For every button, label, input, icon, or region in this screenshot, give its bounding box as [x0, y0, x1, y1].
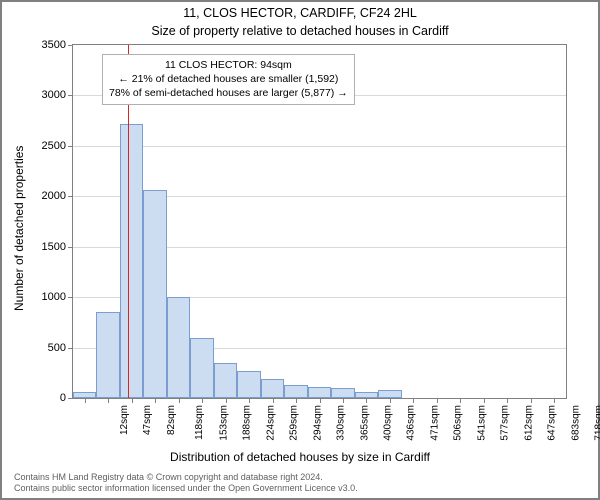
y-tick-mark [68, 45, 72, 46]
histogram-bar [378, 390, 401, 398]
histogram-bar [261, 379, 284, 398]
histogram-bar [190, 338, 213, 399]
y-tick-mark [68, 247, 72, 248]
x-tick-label: 577sqm [500, 405, 511, 441]
histogram-bar [355, 392, 378, 398]
y-tick-mark [68, 146, 72, 147]
histogram-bar [308, 387, 331, 398]
x-tick-mark [507, 399, 508, 403]
footer-attribution: Contains HM Land Registry data © Crown c… [14, 472, 358, 495]
x-tick-label: 224sqm [265, 405, 276, 441]
x-tick-mark [226, 399, 227, 403]
histogram-bar [331, 388, 354, 398]
x-tick-mark [390, 399, 391, 403]
x-tick-mark [413, 399, 414, 403]
x-tick-label: 153sqm [218, 405, 229, 441]
x-tick-mark [320, 399, 321, 403]
histogram-bar [284, 385, 307, 398]
y-axis-label: Number of detached properties [12, 56, 26, 221]
annotation-line2: ← 21% of detached houses are smaller (1,… [109, 72, 348, 86]
x-tick-label: 259sqm [289, 405, 300, 441]
annotation-line3: 78% of semi-detached houses are larger (… [109, 86, 348, 100]
x-tick-label: 12sqm [119, 405, 130, 435]
x-tick-label: 400sqm [383, 405, 394, 441]
x-tick-mark [366, 399, 367, 403]
y-tick-label: 3000 [26, 89, 66, 101]
x-tick-mark [202, 399, 203, 403]
x-tick-label: 612sqm [523, 405, 534, 441]
histogram-bar [214, 363, 237, 398]
x-tick-mark [437, 399, 438, 403]
x-tick-mark [85, 399, 86, 403]
x-tick-label: 188sqm [242, 405, 253, 441]
y-tick-label: 2500 [26, 140, 66, 152]
x-tick-label: 471sqm [430, 405, 441, 441]
x-tick-label: 294sqm [312, 405, 323, 441]
x-tick-label: 506sqm [453, 405, 464, 441]
x-tick-mark [343, 399, 344, 403]
y-tick-label: 1500 [26, 241, 66, 253]
x-tick-mark [179, 399, 180, 403]
y-tick-label: 3500 [26, 39, 66, 51]
x-tick-label: 365sqm [359, 405, 370, 441]
title-sub: Size of property relative to detached ho… [2, 24, 598, 38]
y-tick-label: 500 [26, 342, 66, 354]
histogram-bar [167, 297, 190, 398]
histogram-bar [73, 392, 96, 398]
x-tick-mark [460, 399, 461, 403]
x-tick-label: 541sqm [476, 405, 487, 441]
x-tick-mark [108, 399, 109, 403]
x-tick-label: 436sqm [406, 405, 417, 441]
x-tick-mark [296, 399, 297, 403]
y-tick-mark [68, 348, 72, 349]
x-tick-label: 118sqm [194, 405, 205, 440]
x-tick-mark [155, 399, 156, 403]
y-tick-label: 2000 [26, 190, 66, 202]
histogram-bar [237, 371, 260, 398]
x-tick-mark [554, 399, 555, 403]
x-tick-label: 330sqm [336, 405, 347, 441]
x-tick-mark [484, 399, 485, 403]
x-tick-mark [273, 399, 274, 403]
x-tick-label: 683sqm [570, 405, 581, 441]
x-tick-mark [531, 399, 532, 403]
annotation-box: 11 CLOS HECTOR: 94sqm ← 21% of detached … [102, 54, 355, 105]
histogram-bar [120, 124, 143, 398]
x-tick-mark [132, 399, 133, 403]
gridline-h [73, 146, 566, 147]
x-tick-label: 647sqm [547, 405, 558, 441]
y-tick-mark [68, 196, 72, 197]
x-tick-mark [249, 399, 250, 403]
x-tick-label: 47sqm [142, 405, 153, 435]
x-tick-label: 718sqm [594, 405, 600, 441]
annotation-line1: 11 CLOS HECTOR: 94sqm [109, 58, 348, 72]
x-tick-label: 82sqm [166, 405, 177, 435]
y-tick-mark [68, 297, 72, 298]
y-tick-mark [68, 398, 72, 399]
y-tick-mark [68, 95, 72, 96]
histogram-bar [96, 312, 119, 398]
histogram-bar [143, 190, 166, 398]
x-axis-label: Distribution of detached houses by size … [2, 450, 598, 464]
y-tick-label: 1000 [26, 291, 66, 303]
title-main: 11, CLOS HECTOR, CARDIFF, CF24 2HL [2, 6, 598, 20]
y-tick-label: 0 [26, 392, 66, 404]
